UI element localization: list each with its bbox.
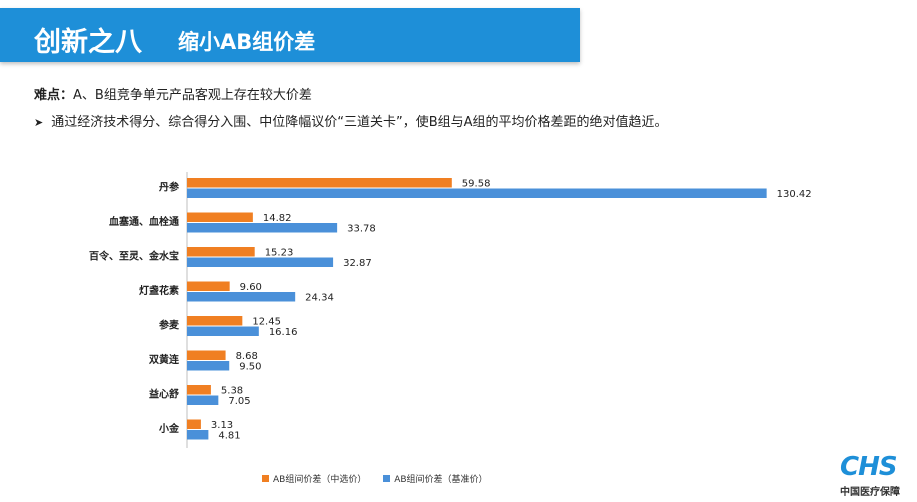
data-label: 24.34: [305, 293, 334, 304]
bullet-text: 通过经济技术得分、综合得分入围、中位降幅议价“三道关卡”，使B组与A组的平均价格…: [51, 115, 668, 130]
bar-winning-price: [187, 178, 452, 188]
bar-base-price: [187, 326, 259, 336]
data-label: 33.78: [347, 224, 376, 235]
bar-winning-price: [187, 316, 243, 326]
page-subtitle: 缩小AB组价差: [178, 30, 316, 54]
legend-item-base-price: AB组间价差（基准价）: [383, 472, 488, 485]
category-label: 小金: [158, 422, 180, 435]
category-label: 灯盏花素: [139, 284, 179, 297]
chs-logo: CHS 中国医疗保障: [840, 452, 912, 500]
category-label: 益心舒: [149, 388, 179, 401]
logo-text: 中国医疗保障: [840, 487, 900, 498]
data-label: 32.87: [343, 258, 372, 269]
data-label: 16.16: [269, 327, 298, 338]
category-label: 参麦: [159, 319, 180, 332]
legend-item-winning-price: AB组间价差（中选价）: [262, 472, 366, 485]
logo-mark: CHS: [840, 452, 898, 482]
legend-label-winning-price: AB组间价差（中选价）: [273, 475, 367, 485]
category-label: 血塞通、血栓通: [109, 215, 179, 228]
data-label: 5.38: [221, 386, 243, 397]
arrow-bullet-icon: ➤: [34, 116, 44, 129]
data-label: 9.60: [240, 282, 262, 293]
data-label: 130.42: [777, 189, 812, 200]
bar-winning-price: [187, 212, 253, 222]
bar-base-price: [187, 223, 338, 233]
data-label: 7.05: [228, 396, 250, 407]
data-label: 59.58: [462, 179, 491, 190]
legend-swatch-blue: [383, 475, 391, 482]
category-label: 双黄连: [149, 353, 180, 366]
data-label: 4.81: [218, 431, 240, 442]
data-label: 15.23: [265, 248, 294, 259]
bar-winning-price: [187, 385, 211, 395]
legend-swatch-orange: [262, 475, 269, 482]
bar-chart: 丹参 59.58 130.42 血塞通、血栓通 14.82 33.78 百令、至灵、金水宝 1…: [89, 172, 812, 448]
category-label: 丹参: [159, 181, 179, 194]
data-label: 9.50: [239, 362, 261, 373]
bar-base-price: [187, 395, 219, 405]
difficulty-line: 难点：A、B组竞争单元产品客观上存在较大价差: [34, 84, 312, 103]
legend-label-base-price: AB组间价差（基准价）: [394, 475, 488, 485]
bar-winning-price: [187, 281, 230, 291]
chart-legend: AB组间价差（中选价） AB组间价差（基准价）: [262, 472, 502, 485]
data-label: 12.45: [252, 317, 281, 328]
bar-winning-price: [187, 350, 226, 360]
bar-base-price: [187, 430, 209, 440]
bar-winning-price: [187, 419, 201, 429]
bar-base-price: [187, 292, 296, 302]
category-label: 百令、至灵、金水宝: [89, 250, 179, 263]
page-title: 创新之八: [34, 27, 142, 58]
data-label: 8.68: [236, 351, 258, 362]
bar-base-price: [187, 257, 334, 267]
data-label: 14.82: [263, 213, 292, 224]
data-label: 3.13: [211, 420, 233, 431]
difficulty-label: 难点：: [34, 88, 74, 103]
bar-base-price: [187, 361, 230, 371]
difficulty-text: A、B组竞争单元产品客观上存在较大价差: [73, 88, 312, 103]
bar-base-price: [187, 188, 767, 198]
bar-winning-price: [187, 247, 255, 257]
bullet-line: ➤ 通过经济技术得分、综合得分入围、中位降幅议价“三道关卡”，使B组与A组的平均价…: [34, 111, 668, 130]
header-bar: 创新之八 缩小AB组价差: [0, 8, 580, 62]
